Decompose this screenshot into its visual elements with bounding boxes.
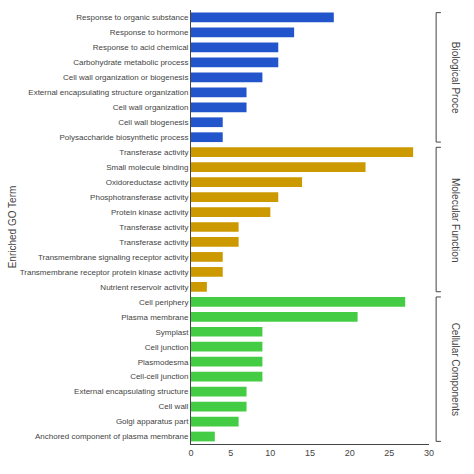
svg-text:External encapsulating structu: External encapsulating structure xyxy=(74,387,189,396)
svg-text:Transmembrane receptor protein: Transmembrane receptor protein kinase ac… xyxy=(20,268,189,277)
svg-text:Cell wall biogenesis: Cell wall biogenesis xyxy=(118,118,188,127)
svg-text:Response to hormone: Response to hormone xyxy=(110,28,189,37)
svg-text:Cell periphery: Cell periphery xyxy=(139,298,188,307)
svg-text:Cell-cell junction: Cell-cell junction xyxy=(130,372,188,381)
svg-text:5: 5 xyxy=(228,448,233,458)
svg-text:25: 25 xyxy=(384,448,394,458)
svg-text:30: 30 xyxy=(424,448,434,458)
svg-text:0: 0 xyxy=(188,448,193,458)
svg-text:Cell wall: Cell wall xyxy=(159,402,189,411)
svg-text:Plasmodesma: Plasmodesma xyxy=(138,357,189,366)
svg-text:Cell wall organization: Cell wall organization xyxy=(113,103,189,112)
svg-text:Transferase activity: Transferase activity xyxy=(119,148,188,157)
svg-text:Enriched GO Term: Enriched GO Term xyxy=(7,186,18,269)
svg-text:Anchored component of plasma m: Anchored component of plasma membrane xyxy=(35,432,189,441)
svg-text:Oxidoreductase activity: Oxidoreductase activity xyxy=(106,178,189,187)
svg-text:10: 10 xyxy=(265,448,275,458)
svg-text:Small molecule binding: Small molecule binding xyxy=(106,163,188,172)
svg-text:15: 15 xyxy=(305,448,315,458)
svg-text:Response to acid chemical: Response to acid chemical xyxy=(93,43,189,52)
svg-text:Biological Proce: Biological Proce xyxy=(450,42,461,114)
svg-text:Golgi apparatus part: Golgi apparatus part xyxy=(116,417,189,426)
svg-text:Cell wall organization or biog: Cell wall organization or biogenesis xyxy=(63,73,188,82)
svg-text:Transferase activity: Transferase activity xyxy=(119,238,188,247)
svg-text:Symplast: Symplast xyxy=(155,328,189,337)
svg-text:Response to organic substance: Response to organic substance xyxy=(76,13,189,22)
svg-text:Cell junction: Cell junction xyxy=(145,343,189,352)
svg-text:20: 20 xyxy=(345,448,355,458)
svg-text:Carbohydrate metabolic process: Carbohydrate metabolic process xyxy=(73,58,188,67)
svg-text:Cellular Components: Cellular Components xyxy=(450,323,461,416)
svg-text:Transferase activity: Transferase activity xyxy=(119,223,188,232)
svg-text:Phosphotransferase activity: Phosphotransferase activity xyxy=(90,193,188,202)
svg-text:Transmembrane signaling recept: Transmembrane signaling receptor activit… xyxy=(38,253,188,262)
svg-text:Nutrient reservoir activity: Nutrient reservoir activity xyxy=(100,283,188,292)
svg-text:Polysaccharide biosynthetic pr: Polysaccharide biosynthetic process xyxy=(59,133,188,142)
svg-text:Plasma membrane: Plasma membrane xyxy=(121,313,189,322)
svg-text:Protein kinase activity: Protein kinase activity xyxy=(111,208,188,217)
svg-text:Molecular Function: Molecular Function xyxy=(450,178,461,262)
svg-text:External encapsulating structu: External encapsulating structure organiz… xyxy=(28,88,188,97)
